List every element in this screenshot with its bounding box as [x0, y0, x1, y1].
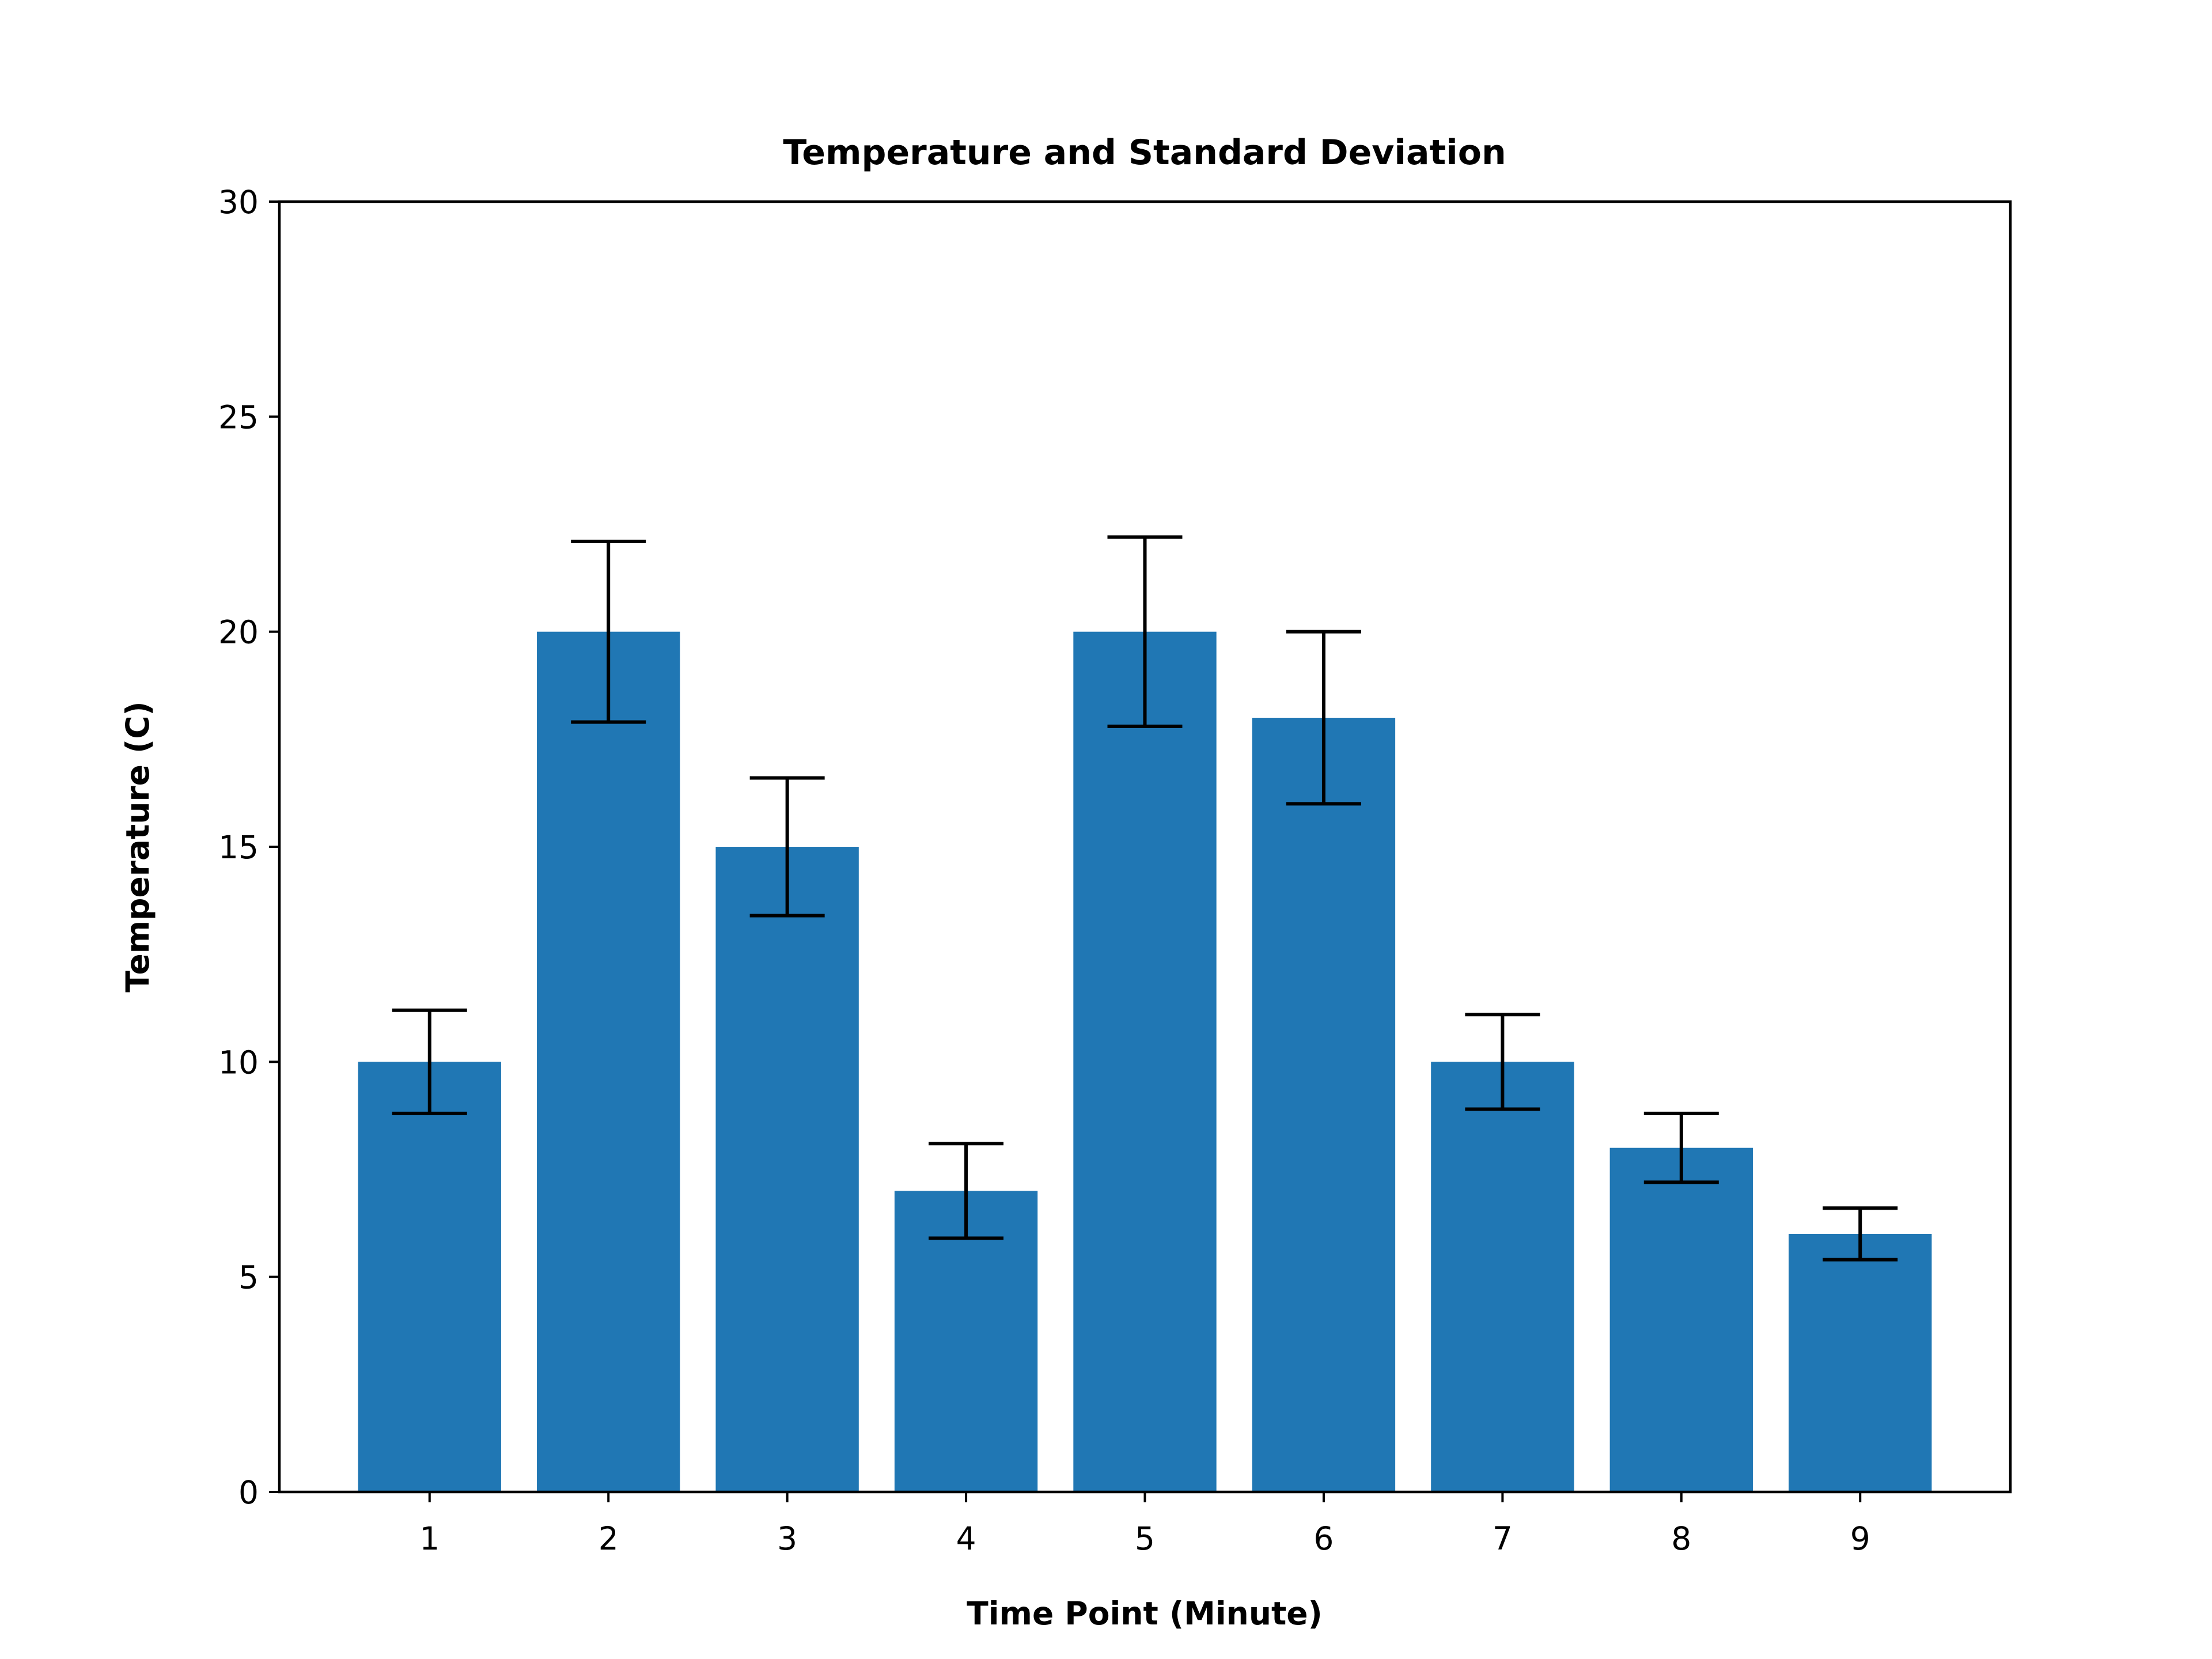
bar-7 — [1431, 1062, 1574, 1492]
y-axis-label: Temperature (C) — [119, 701, 156, 992]
y-tick-label: 30 — [218, 184, 259, 221]
x-tick-label: 2 — [599, 1520, 619, 1557]
error-bar-3 — [749, 776, 825, 918]
y-tick-label: 0 — [238, 1474, 259, 1511]
x-tick-label: 4 — [956, 1520, 976, 1557]
x-tick-label: 6 — [1313, 1520, 1334, 1557]
bar-4 — [894, 1191, 1038, 1492]
error-bar-6 — [1286, 630, 1361, 806]
x-tick-label: 8 — [1671, 1520, 1691, 1557]
error-bar-7 — [1465, 1013, 1540, 1111]
bar-2 — [537, 631, 680, 1492]
error-bar-5 — [1107, 535, 1183, 728]
bar-9 — [1789, 1234, 1932, 1492]
x-axis-ticks: 1 2 3 4 5 6 7 8 9 — [419, 1492, 1870, 1557]
bar-8 — [1609, 1147, 1753, 1492]
y-tick-label: 5 — [238, 1259, 259, 1296]
x-tick-label: 1 — [419, 1520, 440, 1557]
x-tick-label: 9 — [1850, 1520, 1870, 1557]
error-bar-8 — [1643, 1111, 1719, 1184]
y-tick-label: 25 — [218, 399, 259, 435]
x-axis-label: Time Point (Minute) — [967, 1595, 1322, 1632]
y-tick-label: 10 — [218, 1044, 259, 1081]
x-tick-label: 5 — [1135, 1520, 1155, 1557]
chart-title: Temperature and Standard Deviation — [783, 132, 1506, 173]
x-tick-label: 7 — [1493, 1520, 1513, 1557]
y-tick-label: 15 — [218, 829, 259, 866]
error-bar-9 — [1823, 1206, 1898, 1262]
error-bars-group — [392, 535, 1898, 1262]
error-bar-2 — [571, 539, 646, 724]
bars-group — [358, 631, 1932, 1492]
y-tick-label: 20 — [218, 614, 259, 651]
y-axis-ticks: 0 5 10 15 20 25 30 — [218, 184, 279, 1511]
bar-5 — [1073, 631, 1217, 1492]
error-bar-4 — [929, 1142, 1004, 1240]
error-bar-1 — [392, 1008, 467, 1115]
x-tick-label: 3 — [777, 1520, 797, 1557]
bar-1 — [358, 1062, 501, 1492]
bar-6 — [1252, 718, 1396, 1492]
bar-3 — [715, 847, 859, 1492]
